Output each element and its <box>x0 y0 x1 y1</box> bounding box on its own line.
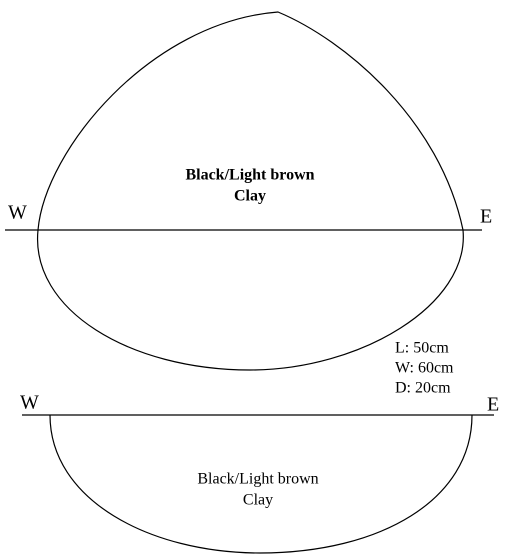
dimension: D: 20cm <box>395 380 451 397</box>
plan-east: E <box>480 206 492 228</box>
dimension: L: 50cm <box>395 340 449 357</box>
section-west: W <box>20 392 39 414</box>
plan-west: W <box>8 202 27 224</box>
plan-fill: Clay <box>234 188 266 205</box>
section-east: E <box>487 394 499 416</box>
section-outline <box>49 414 473 554</box>
plan-fill: Black/Light brown <box>185 167 314 184</box>
section-fill: Black/Light brown <box>197 471 318 488</box>
dimension: W: 60cm <box>395 360 454 377</box>
section-fill: Clay <box>243 492 273 509</box>
